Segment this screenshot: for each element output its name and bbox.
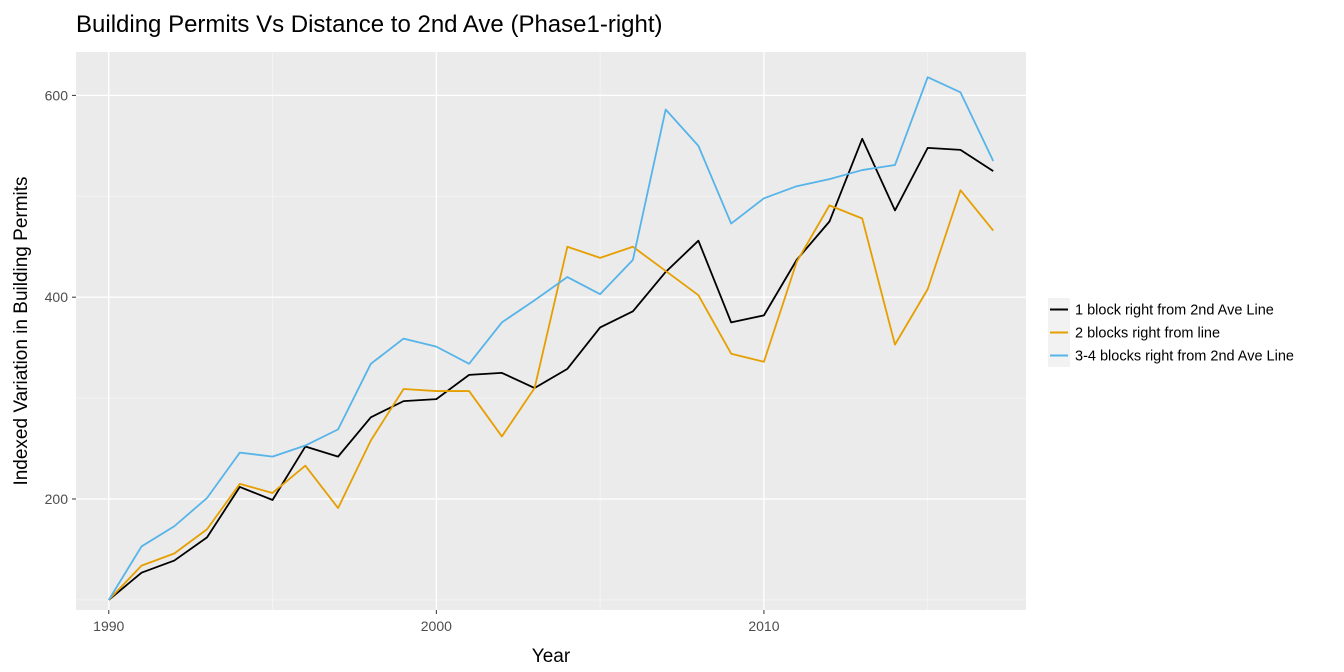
legend-label-3: 3-4 blocks right from 2nd Ave Line [1075,349,1294,365]
series-line-3 [107,76,995,601]
legend: 1 block right from 2nd Ave Line 2 blocks … [1048,298,1294,367]
legend-label-1: 1 block right from 2nd Ave Line [1075,303,1274,319]
x-tick-label: 2000 [421,618,452,634]
grid-minor [76,52,1026,610]
plot-panel [76,52,1026,610]
legend-label-2: 2 blocks right from line [1075,326,1220,342]
y-axis-title: Indexed Variation in Building Permits [11,176,32,485]
y-axis: 200 400 600 [45,87,76,507]
x-tick-label: 2010 [748,618,779,634]
chart-title: Building Permits Vs Distance to 2nd Ave … [76,11,663,38]
series-line-1 [108,137,994,601]
x-axis: 1990 2000 2010 [93,610,780,634]
y-tick-label: 600 [45,87,69,103]
series-lines [107,76,995,601]
x-tick-label: 1990 [93,618,124,634]
grid-major [76,52,1026,610]
x-axis-title: Year [532,646,571,667]
y-tick-label: 200 [45,491,69,507]
series-line-2 [108,189,994,601]
y-tick-label: 400 [45,289,69,305]
